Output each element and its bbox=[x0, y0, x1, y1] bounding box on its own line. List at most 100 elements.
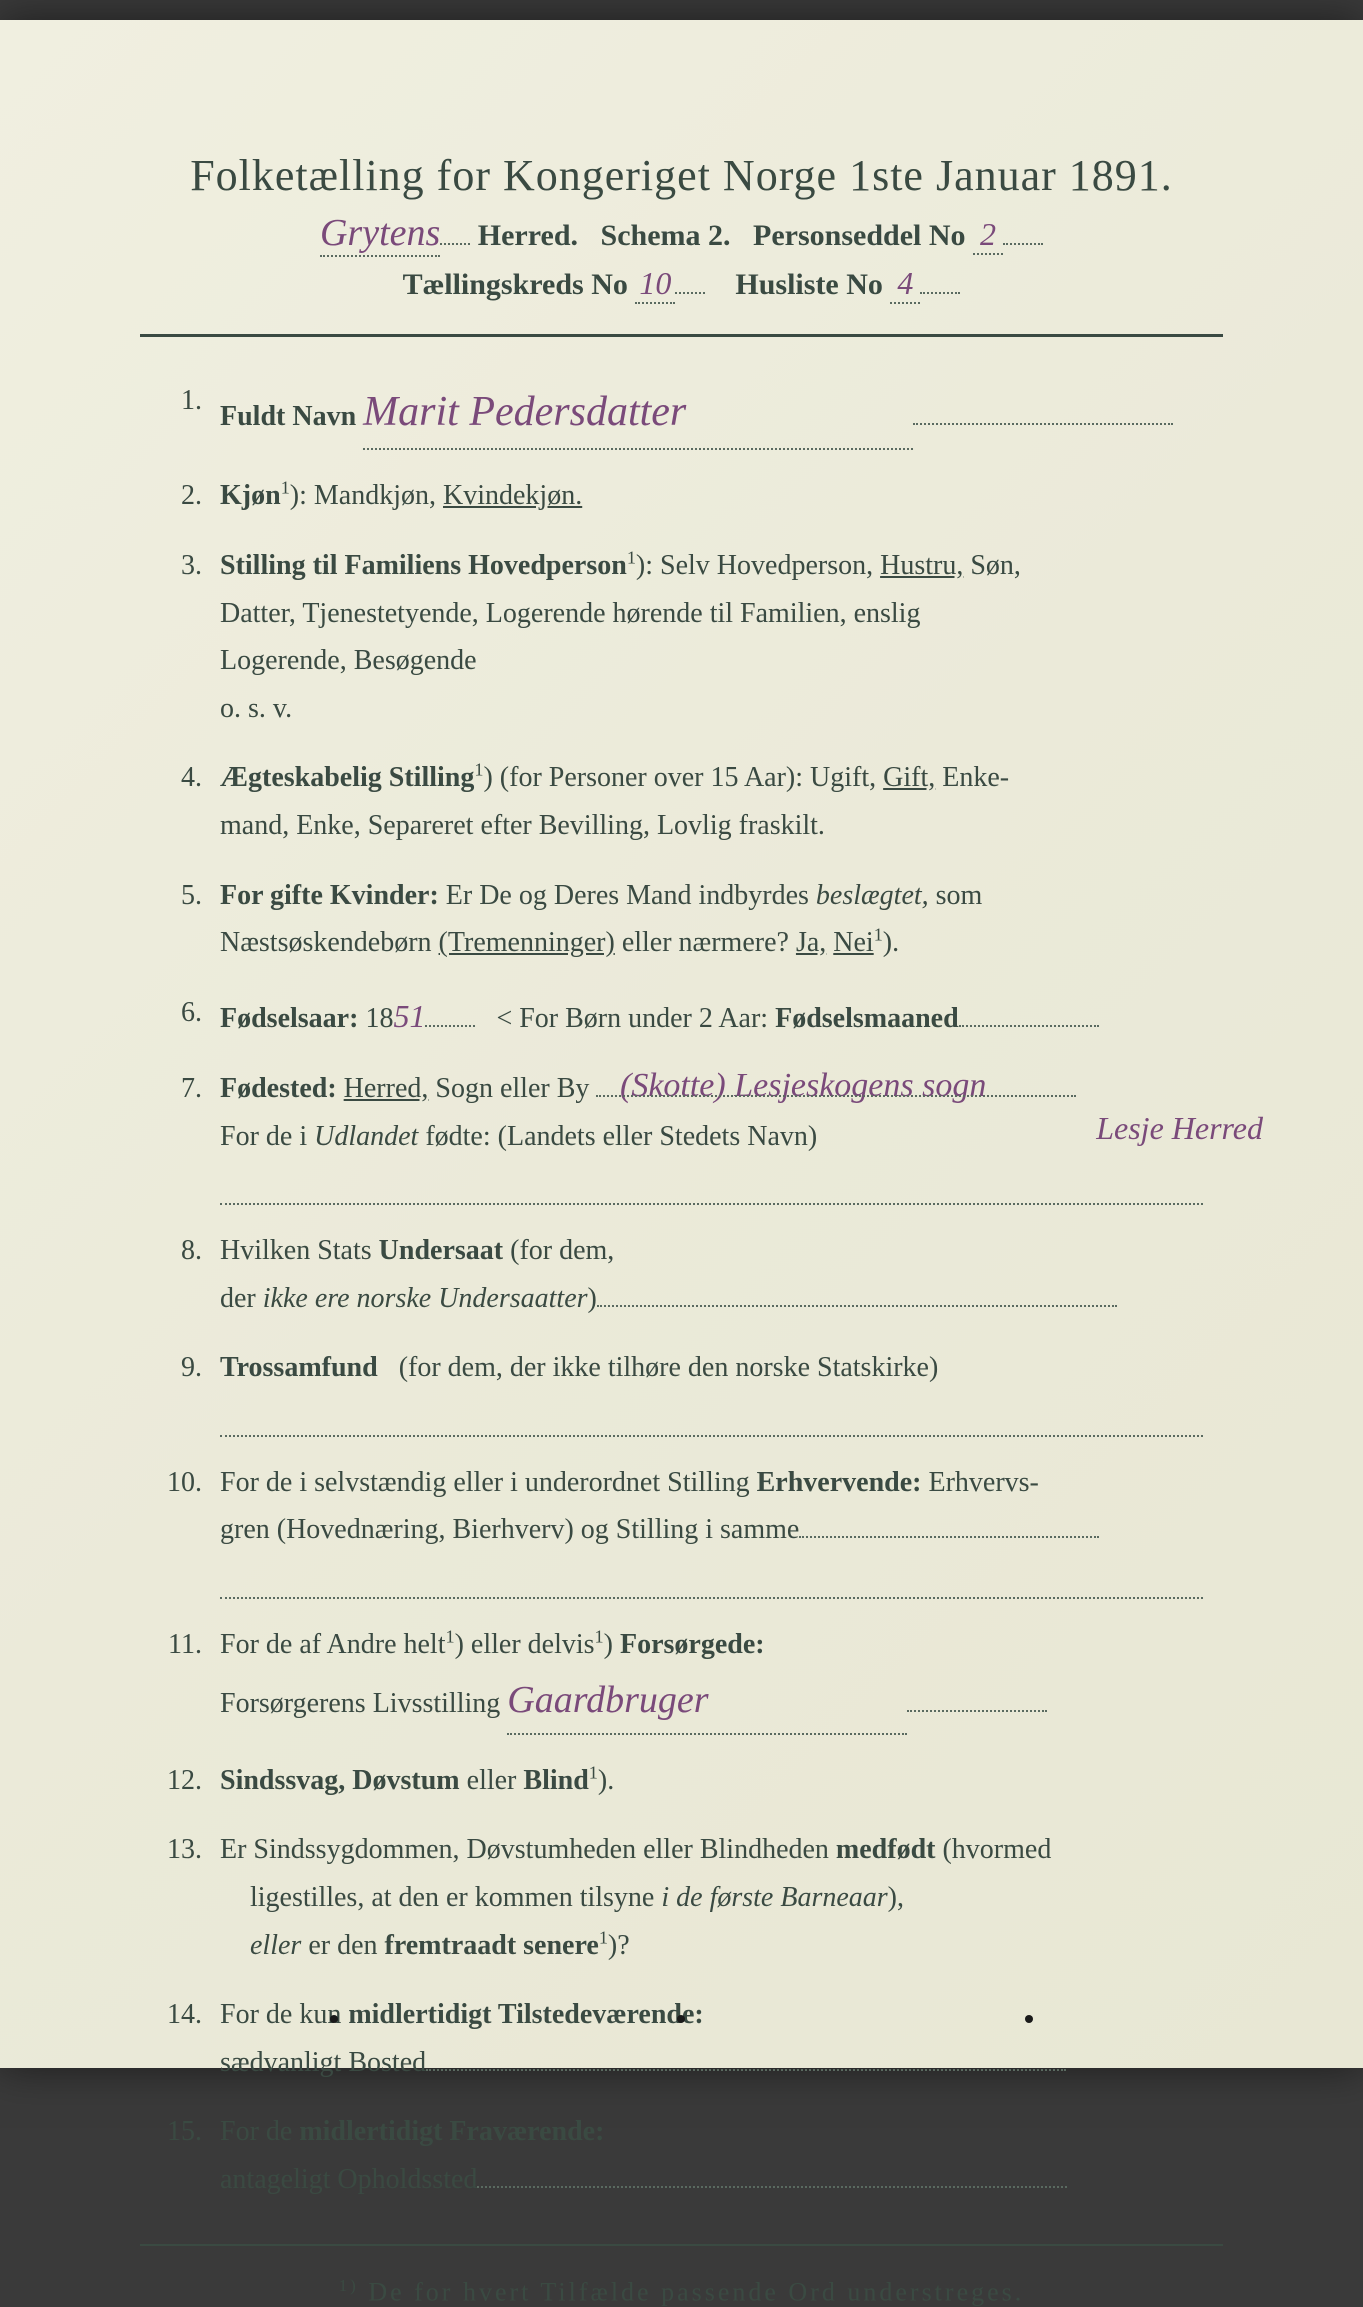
q6-year-hw: 51 bbox=[393, 998, 425, 1034]
q1-num: 1. bbox=[150, 377, 220, 450]
q2-content: Kjøn1): Mandkjøn, Kvindekjøn. bbox=[220, 472, 1203, 520]
q4-num: 4. bbox=[150, 754, 220, 849]
q6-num: 6. bbox=[150, 989, 220, 1043]
q11-content: For de af Andre helt1) eller delvis1) Fo… bbox=[220, 1621, 1203, 1735]
q6-text2: For Børn under 2 Aar: bbox=[519, 1003, 768, 1034]
divider-top bbox=[140, 334, 1223, 337]
personseddel-no: 2 bbox=[980, 216, 996, 252]
q1-label: Fuldt Navn bbox=[220, 401, 356, 432]
q7-line2b: fødte: (Landets eller Stedets Navn) bbox=[425, 1121, 817, 1152]
q13-text2: (hvormed bbox=[942, 1834, 1051, 1865]
q11-text1: For de af Andre helt bbox=[220, 1629, 446, 1660]
q12-content: Sindssvag, Døvstum eller Blind1). bbox=[220, 1757, 1203, 1805]
q7-hw2: Lesje Herred bbox=[1096, 1101, 1263, 1155]
q11-label: Forsørgede: bbox=[620, 1629, 765, 1660]
q13-italic: i de første Barneaar bbox=[661, 1882, 887, 1913]
q5-tremenninger: (Tremenninger) bbox=[439, 927, 615, 958]
q15-line2: antageligt Opholdssted bbox=[220, 2164, 477, 2195]
q6-label2: Fødselsmaaned bbox=[775, 1003, 959, 1034]
q12-label2: Blind bbox=[523, 1765, 588, 1796]
footnote: 1) De for hvert Tilfælde passende Ord un… bbox=[140, 2276, 1223, 2307]
q7-udlandet: Udlandet bbox=[314, 1121, 418, 1152]
q3-line2: Datter, Tjenestetyende, Logerende hørend… bbox=[220, 598, 920, 629]
q13-num: 13. bbox=[150, 1826, 220, 1969]
entry-9: 9. Trossamfund (for dem, der ikke tilhør… bbox=[150, 1344, 1203, 1436]
q7-text1: Sogn eller By bbox=[435, 1073, 589, 1104]
schema-label: Schema 2. bbox=[601, 219, 731, 252]
q5-content: For gifte Kvinder: Er De og Deres Mand i… bbox=[220, 872, 1203, 967]
q15-label: midlertidigt Fraværende: bbox=[299, 2116, 604, 2147]
q14-content: For de kun midlertidigt Tilstedeværende:… bbox=[220, 1991, 1203, 2086]
footnote-text: De for hvert Tilfælde passende Ord under… bbox=[368, 2277, 1024, 2306]
kreds-no: 10 bbox=[639, 265, 671, 301]
q9-content: Trossamfund (for dem, der ikke tilhøre d… bbox=[220, 1344, 1203, 1436]
q11-text2: eller delvis bbox=[471, 1629, 595, 1660]
hole-icon bbox=[330, 2015, 338, 2023]
q3-text2: Søn, bbox=[970, 550, 1021, 581]
q4-text2: Enke- bbox=[942, 762, 1009, 793]
q15-text1: For de bbox=[220, 2116, 292, 2147]
header-line-1: Grytens Herred. Schema 2. Personseddel N… bbox=[140, 211, 1223, 257]
q5-beslaegtet: beslægtet, bbox=[816, 880, 929, 911]
hole-icon bbox=[1025, 2015, 1033, 2023]
entry-11: 11. For de af Andre helt1) eller delvis1… bbox=[150, 1621, 1203, 1735]
q15-num: 15. bbox=[150, 2108, 220, 2203]
form-entries: 1. Fuldt Navn Marit Pedersdatter 2. Kjøn… bbox=[140, 377, 1223, 2204]
entry-1: 1. Fuldt Navn Marit Pedersdatter bbox=[150, 377, 1203, 450]
personseddel-label: Personseddel No bbox=[753, 219, 966, 252]
q9-num: 9. bbox=[150, 1344, 220, 1436]
q10-text1: For de i selvstændig eller i underordnet… bbox=[220, 1467, 750, 1498]
q3-content: Stilling til Familiens Hovedperson1): Se… bbox=[220, 542, 1203, 732]
q13-text1: Er Sindssygdommen, Døvstumheden eller Bl… bbox=[220, 1834, 829, 1865]
q3-text1: Selv Hovedperson, bbox=[660, 550, 873, 581]
hole-icon bbox=[677, 2015, 685, 2023]
q3-num: 3. bbox=[150, 542, 220, 732]
q11-num: 11. bbox=[150, 1621, 220, 1735]
q2-label: Kjøn bbox=[220, 480, 281, 511]
q6-year-prefix: 18 bbox=[365, 1003, 393, 1034]
q10-label: Erhvervende: bbox=[757, 1467, 922, 1498]
q3-label: Stilling til Familiens Hovedperson bbox=[220, 550, 627, 581]
q14-line2: sædvanligt Bosted bbox=[220, 2047, 426, 2078]
q3-line4: o. s. v. bbox=[220, 693, 292, 724]
q11-hw: Gaardbruger bbox=[507, 1679, 708, 1721]
q1-content: Fuldt Navn Marit Pedersdatter bbox=[220, 377, 1203, 450]
q2-opt1: Mandkjøn, bbox=[314, 480, 436, 511]
q13-line3b: er den bbox=[308, 1930, 377, 1961]
q9-label: Trossamfund bbox=[220, 1352, 378, 1383]
q3-hustru: Hustru, bbox=[880, 550, 963, 581]
q5-nei: Nei bbox=[833, 927, 873, 958]
divider-bottom bbox=[140, 2244, 1223, 2246]
q8-text1: Hvilken Stats bbox=[220, 1235, 372, 1266]
q10-line2: gren (Hovednæring, Bierhverv) og Stillin… bbox=[220, 1514, 799, 1545]
q4-gift: Gift, bbox=[883, 762, 935, 793]
q13-label2: fremtraadt senere bbox=[385, 1930, 599, 1961]
q13-line2a: ligestilles, at den er kommen tilsyne bbox=[220, 1882, 654, 1913]
q8-line2: der bbox=[220, 1283, 256, 1314]
q6-content: Fødselsaar: 1851 < For Børn under 2 Aar:… bbox=[220, 989, 1203, 1043]
kreds-label: Tællingskreds No bbox=[403, 268, 628, 301]
entry-3: 3. Stilling til Familiens Hovedperson1):… bbox=[150, 542, 1203, 732]
q9-text: (for dem, der ikke tilhøre den norske St… bbox=[399, 1352, 939, 1383]
q5-num: 5. bbox=[150, 872, 220, 967]
entry-7: 7. Fødested: Herred, Sogn eller By (Skot… bbox=[150, 1065, 1203, 1205]
herred-label: Herred. bbox=[478, 219, 578, 252]
q8-text2: (for dem, bbox=[510, 1235, 614, 1266]
q7-herred: Herred, bbox=[344, 1073, 429, 1104]
husliste-no: 4 bbox=[897, 265, 913, 301]
q12-text: eller bbox=[467, 1765, 517, 1796]
q5-text1: Er De og Deres Mand indbyrdes bbox=[446, 880, 809, 911]
entry-15: 15. For de midlertidigt Fraværende: anta… bbox=[150, 2108, 1203, 2203]
q13-content: Er Sindssygdommen, Døvstumheden eller Bl… bbox=[220, 1826, 1203, 1969]
entry-12: 12. Sindssvag, Døvstum eller Blind1). bbox=[150, 1757, 1203, 1805]
q12-label: Sindssvag, Døvstum bbox=[220, 1765, 460, 1796]
q2-opt2: Kvindekjøn. bbox=[443, 480, 582, 511]
q4-label: Ægteskabelig Stilling bbox=[220, 762, 474, 793]
q7-label: Fødested: bbox=[220, 1073, 337, 1104]
q13-line3a: eller bbox=[220, 1930, 301, 1961]
q14-num: 14. bbox=[150, 1991, 220, 2086]
q4-content: Ægteskabelig Stilling1) (for Personer ov… bbox=[220, 754, 1203, 849]
q1-value: Marit Pedersdatter bbox=[363, 389, 686, 435]
q7-hw1: (Skotte) Lesjeskogens sogn bbox=[620, 1057, 986, 1115]
q5-label: For gifte Kvinder: bbox=[220, 880, 439, 911]
